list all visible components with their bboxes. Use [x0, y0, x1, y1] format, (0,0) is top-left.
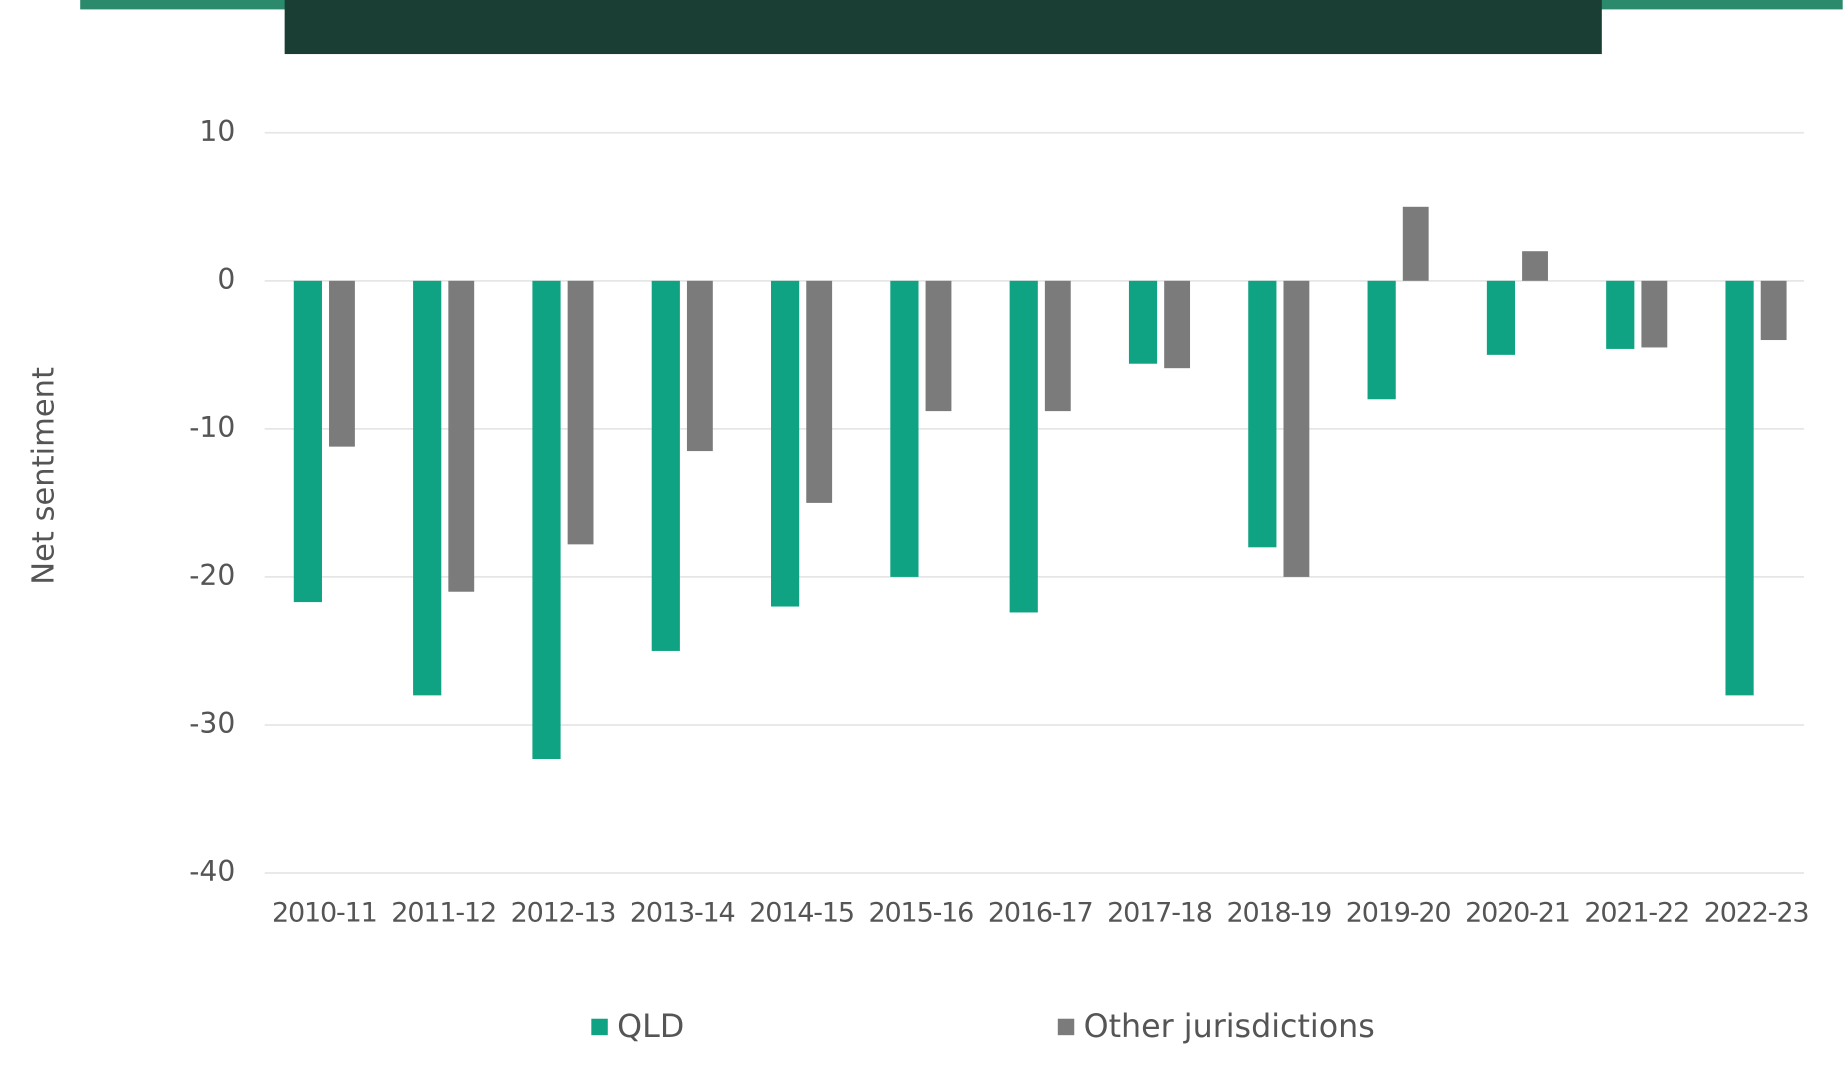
bar — [890, 280, 919, 577]
bar — [1725, 280, 1754, 696]
x-tick-label: 2020-21 — [1465, 898, 1570, 929]
y-tick-label: -20 — [189, 559, 235, 592]
bar — [1128, 280, 1158, 364]
bar — [1367, 280, 1396, 400]
legend-swatch — [1057, 1018, 1075, 1036]
bar — [329, 280, 355, 447]
bar — [1760, 280, 1787, 341]
y-tick-label: -40 — [189, 855, 235, 888]
bar — [771, 280, 800, 607]
x-tick-label: 2022-23 — [1704, 898, 1809, 929]
bar — [806, 280, 833, 503]
bar — [1248, 280, 1277, 548]
bar — [1044, 280, 1071, 412]
legend-label: QLD — [617, 1009, 684, 1045]
bar — [1606, 280, 1635, 349]
y-axis-label: Net sentiment — [26, 367, 61, 585]
bar — [532, 280, 561, 760]
legend-label: Other jurisdictions — [1084, 1009, 1375, 1045]
x-tick-label: 2021-22 — [1584, 898, 1689, 929]
bar — [1009, 280, 1038, 613]
bar — [448, 280, 475, 592]
x-tick-label: 2015-16 — [869, 898, 974, 929]
bar — [1641, 280, 1668, 348]
bar — [651, 280, 680, 651]
y-tick-label: 10 — [199, 115, 235, 148]
bar — [1164, 280, 1191, 369]
y-tick-label: 0 — [217, 263, 235, 296]
header-box — [284, 0, 1602, 55]
bar — [1283, 280, 1310, 577]
y-tick-label: -10 — [189, 411, 235, 444]
bar — [686, 280, 713, 452]
y-tick-label: -30 — [189, 707, 235, 740]
legend-swatch — [591, 1018, 608, 1036]
bar — [925, 280, 952, 412]
bar — [567, 280, 594, 545]
x-tick-label: 2011-12 — [391, 898, 496, 929]
x-tick-label: 2014-15 — [749, 898, 854, 929]
bar — [413, 280, 442, 696]
x-tick-label: 2016-17 — [988, 898, 1093, 929]
bar — [1402, 206, 1429, 281]
bar — [293, 280, 322, 603]
x-tick-label: 2013-14 — [630, 898, 735, 929]
x-tick-label: 2012-13 — [511, 898, 616, 929]
x-tick-label: 2010-11 — [272, 898, 377, 929]
x-tick-label: 2018-19 — [1226, 898, 1331, 929]
x-tick-label: 2017-18 — [1107, 898, 1212, 929]
bar — [1522, 251, 1548, 281]
x-tick-label: 2019-20 — [1346, 898, 1451, 929]
bar — [1486, 280, 1516, 355]
